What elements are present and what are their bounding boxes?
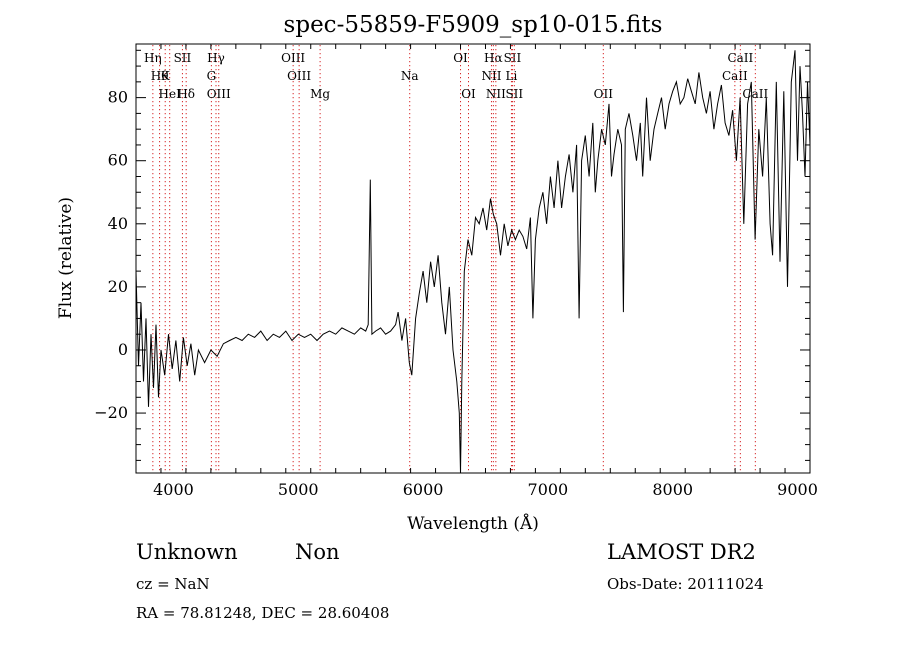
line-marker-label-15: NII xyxy=(481,69,501,83)
line-marker-label-23: CaII xyxy=(727,51,753,65)
obs-date: Obs-Date: 20111024 xyxy=(607,575,764,593)
line-marker-label-14: OI xyxy=(461,87,476,101)
line-marker-label-21: OII xyxy=(594,87,614,101)
x-tick-label-0: 4000 xyxy=(153,480,194,499)
line-marker-label-22: CaII xyxy=(722,69,748,83)
line-marker-label-0: Hη xyxy=(144,51,162,65)
line-marker-label-8: OIII xyxy=(207,87,231,101)
x-axis: 4000 5000 6000 7000 8000 9000 xyxy=(135,44,818,499)
x-tick-label-1: 5000 xyxy=(278,480,319,499)
line-marker-label-11: Mg xyxy=(310,87,330,101)
ra-dec-coords: RA = 78.81248, DEC = 28.60408 xyxy=(136,604,390,622)
line-marker-label-18: Li xyxy=(506,69,518,83)
redshift-cz: cz = NaN xyxy=(136,575,210,593)
object-subclass: Non xyxy=(295,540,340,564)
line-marker-label-5: Hδ xyxy=(177,87,195,101)
line-marker-label-10: OIII xyxy=(287,69,311,83)
line-marker-label-24: CaII xyxy=(742,87,768,101)
line-marker-label-2: K xyxy=(161,69,171,83)
y-axis: −20 0 20 40 60 80 xyxy=(94,49,810,461)
line-marker-label-13: OI xyxy=(453,51,468,65)
line-marker-label-3: HeI xyxy=(159,87,182,101)
line-marker-label-4: SII xyxy=(174,51,192,65)
line-marker-label-16: Hα xyxy=(484,51,503,65)
line-marker-label-20: SII xyxy=(505,87,523,101)
x-tick-label-5: 9000 xyxy=(777,480,818,499)
y-tick-label-3: 40 xyxy=(108,214,128,233)
spectrum-trace-group xyxy=(135,50,811,474)
survey-name: LAMOST DR2 xyxy=(607,540,756,564)
object-class: Unknown xyxy=(136,540,238,564)
line-marker-label-17: NII xyxy=(486,87,506,101)
x-tick-label-2: 6000 xyxy=(403,480,444,499)
chart-title: spec-55859-F5909_sp10-015.fits xyxy=(284,12,663,38)
x-tick-label-3: 7000 xyxy=(528,480,569,499)
line-marker-label-6: G xyxy=(207,69,217,83)
y-tick-label-4: 60 xyxy=(108,151,128,170)
line-marker-group: Hη HθK HeI SII Hδ G Hγ OIII OIII OIII Mg Na OI OI NII H… xyxy=(144,45,768,472)
line-marker-label-1: Hθ xyxy=(151,69,169,83)
spectrum-line-0 xyxy=(135,50,811,474)
y-tick-label-1: 0 xyxy=(118,340,128,359)
line-marker-label-7: Hγ xyxy=(207,51,225,65)
line-marker-label-19: SII xyxy=(504,51,522,65)
y-tick-label-2: 20 xyxy=(108,277,128,296)
plot-frame xyxy=(135,43,811,474)
y-tick-label-5: 80 xyxy=(108,88,128,107)
line-marker-label-9: OIII xyxy=(281,51,305,65)
x-axis-label: Wavelength (Å) xyxy=(407,513,539,534)
x-tick-label-4: 8000 xyxy=(652,480,693,499)
y-axis-label: Flux (relative) xyxy=(56,197,76,319)
y-tick-label-0: −20 xyxy=(94,403,128,422)
line-marker-label-12: Na xyxy=(401,69,419,83)
